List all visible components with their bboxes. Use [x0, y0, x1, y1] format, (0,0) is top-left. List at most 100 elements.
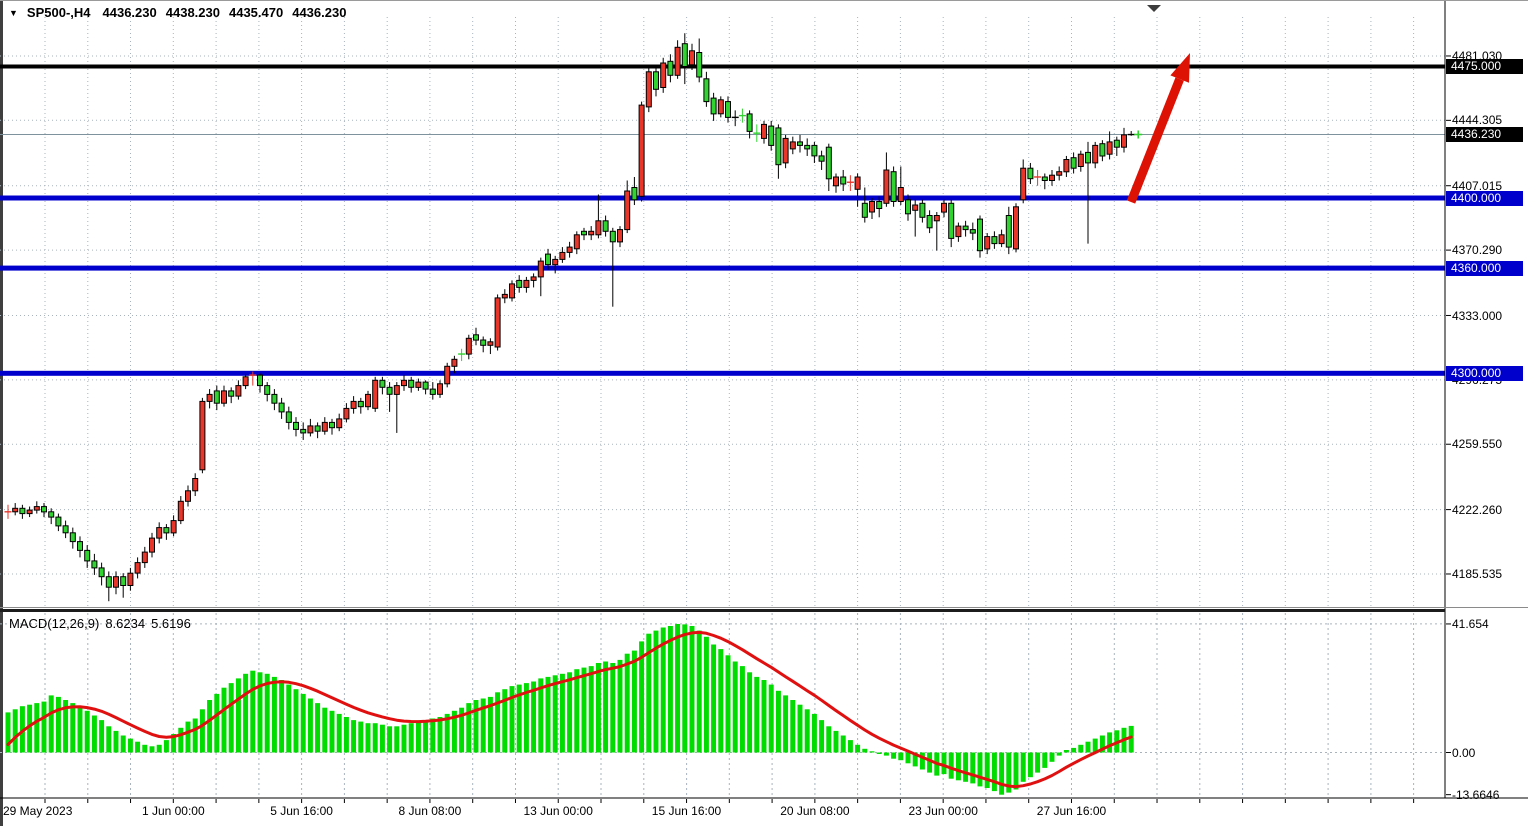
candle	[1063, 159, 1070, 173]
macd-histogram-bar	[192, 718, 198, 753]
price-level-line[interactable]	[0, 195, 1445, 201]
macd-tick-label: 0.00	[1452, 745, 1476, 760]
candle	[480, 339, 487, 346]
candle	[134, 562, 141, 574]
candle	[228, 390, 235, 397]
macd-histogram-bar	[646, 633, 652, 753]
time-label: 13 Jun 00:00	[523, 804, 593, 818]
candle	[955, 225, 962, 238]
candle	[422, 381, 429, 390]
candle	[840, 176, 847, 185]
macd-histogram-bar	[790, 700, 796, 753]
candle	[775, 127, 782, 166]
macd-histogram-bar	[135, 741, 141, 753]
candle	[343, 407, 350, 420]
macd-histogram-bar	[545, 676, 551, 753]
candle	[804, 144, 811, 150]
candle	[631, 187, 638, 201]
price-tick-label: 4222.260	[1452, 502, 1503, 517]
price-level-line[interactable]	[0, 265, 1445, 271]
candle	[717, 99, 724, 115]
macd-histogram-bar	[1020, 752, 1026, 782]
price-tick-label: 4407.015	[1452, 178, 1503, 193]
candle	[926, 215, 933, 229]
candle	[566, 246, 573, 253]
macd-histogram-bar	[1078, 744, 1084, 753]
macd-histogram-bar	[63, 700, 69, 753]
macd-histogram-bar	[783, 695, 789, 753]
candle	[1027, 167, 1034, 180]
macd-histogram-bar	[912, 752, 918, 767]
trend-arrow[interactable]	[1126, 77, 1184, 204]
candle	[321, 421, 328, 432]
candle	[1099, 143, 1106, 157]
candle	[998, 234, 1005, 245]
candle	[41, 506, 47, 513]
macd-histogram-bar	[5, 712, 11, 753]
price-badge: 4300.000	[1446, 365, 1523, 381]
macd-histogram-bar	[415, 721, 421, 753]
candle	[163, 527, 170, 534]
macd-histogram-bar	[365, 723, 371, 753]
macd-histogram-bar	[927, 752, 933, 773]
macd-histogram-bar	[588, 666, 594, 753]
price-level-line[interactable]	[0, 370, 1445, 376]
macd-histogram-bar	[243, 673, 249, 753]
macd-signal-value: 5.6196	[151, 616, 191, 631]
macd-histogram-bar	[77, 706, 83, 753]
macd-histogram-bar	[1107, 732, 1113, 753]
candle	[372, 379, 379, 409]
candle	[213, 390, 220, 404]
macd-histogram-bar	[963, 752, 969, 782]
macd-histogram-bar	[185, 721, 191, 753]
macd-histogram-bar	[696, 630, 702, 753]
candle	[307, 425, 314, 434]
panel-separator[interactable]	[0, 607, 1528, 608]
time-label: 15 Jun 16:00	[651, 804, 722, 818]
candle	[638, 104, 645, 197]
candle	[588, 230, 595, 236]
candle	[530, 276, 537, 281]
macd-histogram-bar	[991, 752, 997, 792]
trend-arrow-head[interactable]	[1170, 53, 1190, 83]
candle	[516, 279, 523, 288]
chart-top-marker-icon[interactable]	[1147, 5, 1161, 12]
macd-histogram-bar	[451, 710, 457, 753]
candle	[293, 421, 299, 430]
candle	[797, 141, 803, 146]
candle	[33, 506, 40, 511]
candle	[1077, 153, 1084, 167]
macd-histogram-bar	[559, 673, 565, 753]
macd-histogram-bar	[862, 748, 868, 753]
macd-histogram-bar	[473, 700, 479, 753]
macd-histogram-bar	[1027, 752, 1033, 778]
candle	[825, 146, 832, 180]
price-tick-label: 4370.290	[1452, 243, 1503, 258]
macd-histogram-bar	[228, 683, 234, 753]
macd-histogram-bar	[1056, 752, 1062, 756]
panel-separator-bar[interactable]	[0, 609, 1445, 612]
symbol-dropdown-icon[interactable]: ▼	[9, 7, 18, 18]
candle	[523, 279, 530, 288]
macd-histogram-bar	[840, 735, 846, 753]
macd-histogram-bar	[142, 744, 148, 753]
candle	[235, 385, 242, 397]
price-level-line[interactable]	[0, 64, 1445, 69]
candle	[674, 46, 681, 76]
macd-histogram-bar	[106, 726, 112, 753]
macd-histogram-bar	[819, 720, 825, 753]
candle	[314, 425, 321, 432]
candle	[501, 293, 508, 299]
macd-histogram-bar	[732, 661, 738, 753]
candle	[487, 341, 494, 346]
candle	[768, 125, 775, 146]
candle	[696, 52, 703, 78]
macd-histogram-bar	[149, 746, 155, 753]
candle	[1020, 167, 1027, 201]
macd-histogram-bar	[703, 636, 709, 753]
window-left-border	[0, 1, 3, 826]
candle	[494, 297, 501, 348]
candle	[897, 187, 904, 202]
candle	[19, 507, 26, 515]
